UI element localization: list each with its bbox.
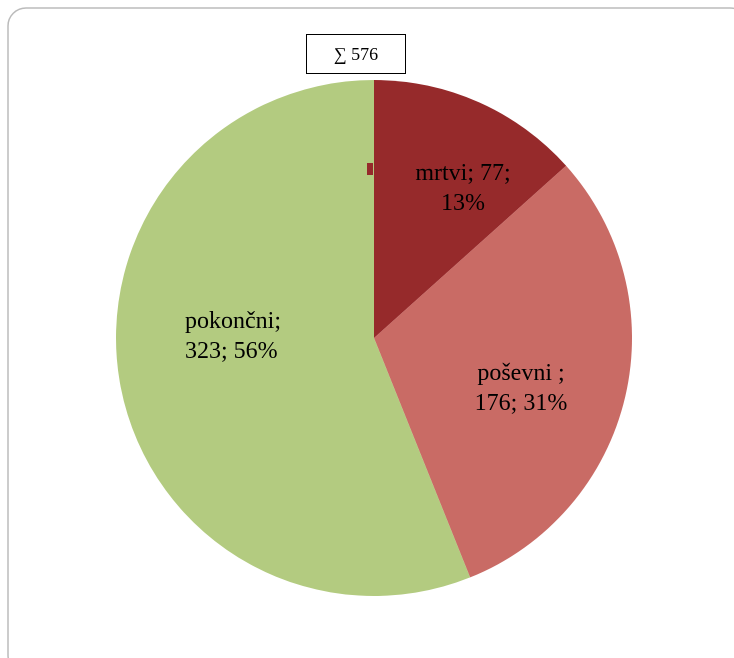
pie-slice (374, 80, 567, 338)
data-label: pokončni; 323; 56% (185, 308, 281, 364)
data-label: poševni ; 176; 31% (474, 360, 568, 416)
pie-slice (374, 165, 632, 578)
frame (7, 7, 734, 658)
total-annotation: ∑ 576 (306, 34, 406, 74)
pie-slice (116, 79, 471, 596)
data-label: mrtvi; 77; 13% (415, 160, 511, 216)
leader-stub (367, 163, 373, 175)
